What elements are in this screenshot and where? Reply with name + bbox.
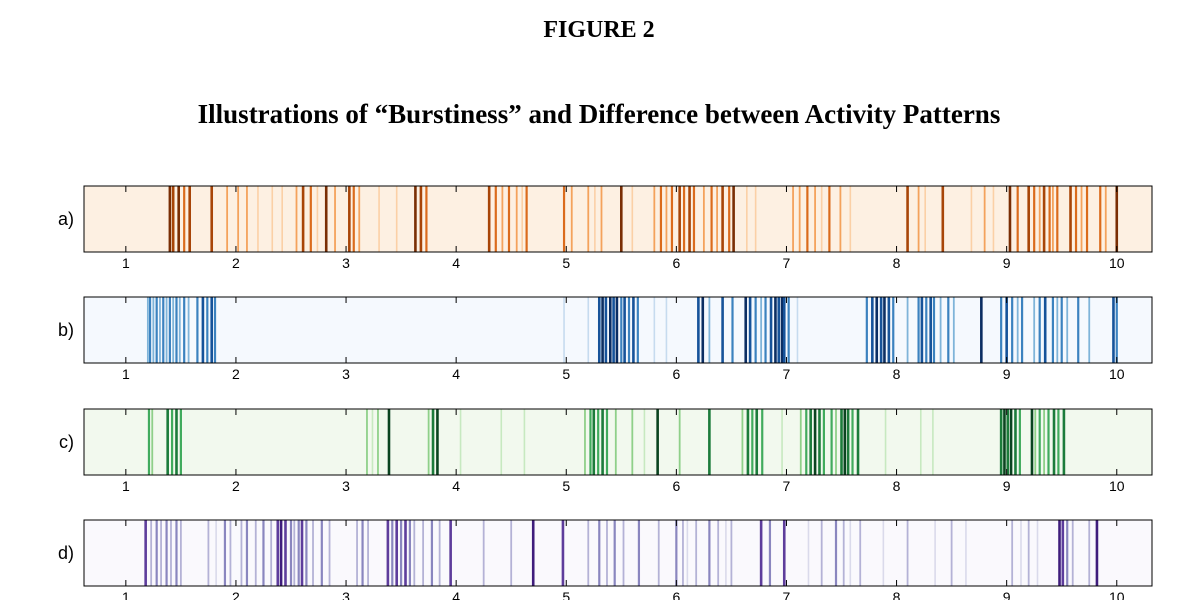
x-tick-label: 9 [1003, 255, 1011, 271]
figure-title: Illustrations of “Burstiness” and Differ… [197, 99, 1001, 129]
row-label: b) [58, 320, 74, 340]
x-tick-label: 8 [893, 589, 901, 600]
x-tick-label: 4 [452, 366, 460, 382]
x-tick-label: 2 [232, 478, 240, 494]
panel-background [84, 186, 1152, 252]
x-tick-label: 3 [342, 366, 350, 382]
x-tick-label: 3 [342, 255, 350, 271]
panel-4: 1 2 3 4 5 6 7 8 9 10 d) [58, 519, 1153, 600]
x-tick-label: 7 [783, 255, 791, 271]
x-tick-label: 1 [122, 478, 130, 494]
x-tick-label: 1 [122, 255, 130, 271]
panel-1: 1 2 3 4 5 6 7 8 9 10 a) [58, 185, 1153, 271]
row-label: c) [59, 432, 74, 452]
x-tick-label: 4 [452, 255, 460, 271]
panel-background [84, 409, 1152, 475]
x-tick-label: 8 [893, 478, 901, 494]
x-tick-label: 6 [672, 478, 680, 494]
row-label: d) [58, 543, 74, 563]
x-tick-label: 3 [342, 589, 350, 600]
x-tick-label: 9 [1003, 478, 1011, 494]
x-tick-label: 2 [232, 255, 240, 271]
x-tick-label: 10 [1109, 366, 1125, 382]
x-tick-label: 9 [1003, 366, 1011, 382]
x-tick-label: 3 [342, 478, 350, 494]
x-tick-label: 8 [893, 255, 901, 271]
x-tick-label: 5 [562, 589, 570, 600]
x-tick-label: 8 [893, 366, 901, 382]
x-tick-label: 7 [783, 589, 791, 600]
panel-frame [83, 185, 1153, 253]
panel-2: 1 2 3 4 5 6 7 8 9 10 b) [58, 296, 1153, 382]
x-tick-label: 10 [1109, 255, 1125, 271]
x-tick-label: 7 [783, 478, 791, 494]
x-tick-label: 7 [783, 366, 791, 382]
x-tick-label: 4 [452, 478, 460, 494]
row-label: a) [58, 209, 74, 229]
x-tick-label: 1 [122, 366, 130, 382]
panel-background [84, 520, 1152, 586]
x-tick-label: 6 [672, 366, 680, 382]
panel-3: 1 2 3 4 5 6 7 8 9 10 c) [59, 408, 1153, 494]
panel-frame [83, 408, 1153, 476]
panel-frame [83, 519, 1153, 587]
x-tick-label: 10 [1109, 478, 1125, 494]
x-tick-label: 5 [562, 478, 570, 494]
panel-frame [83, 296, 1153, 364]
figure-label: FIGURE 2 [543, 17, 655, 43]
x-tick-label: 9 [1003, 589, 1011, 600]
x-tick-label: 2 [232, 366, 240, 382]
x-tick-label: 6 [672, 589, 680, 600]
x-tick-label: 1 [122, 589, 130, 600]
x-tick-label: 5 [562, 255, 570, 271]
x-tick-label: 5 [562, 366, 570, 382]
x-tick-label: 4 [452, 589, 460, 600]
x-tick-label: 10 [1109, 589, 1125, 600]
x-tick-label: 6 [672, 255, 680, 271]
x-tick-label: 2 [232, 589, 240, 600]
